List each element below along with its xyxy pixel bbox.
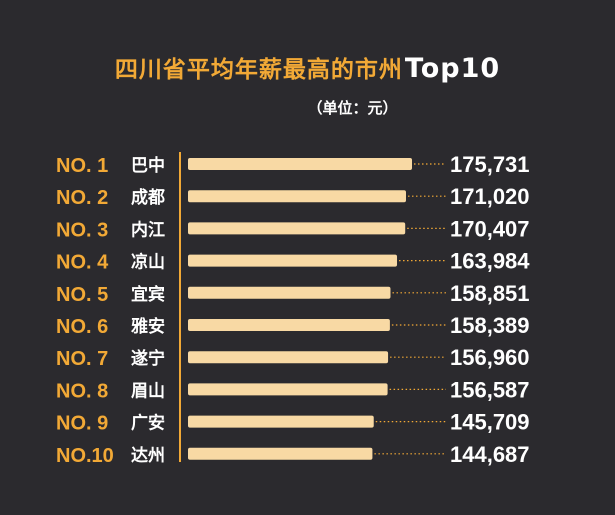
category-label: 宜宾 [131,284,165,305]
category-label: 巴中 [131,155,165,176]
bar [188,158,412,170]
unit-label: （单位：元） [307,99,398,117]
bar [188,254,398,267]
category-label: 雅安 [130,316,165,337]
category-label: 内江 [131,219,165,240]
bar [188,190,406,203]
rank-label: NO.10 [56,445,114,467]
bar [188,415,374,428]
value-label: 170,407 [450,216,530,241]
bar [188,383,388,396]
rank-label: NO. 9 [56,413,108,435]
rank-label: NO. 5 [56,284,108,306]
chart-title: 四川省平均年薪最高的市州Top10 [0,50,615,84]
category-label: 眉山 [131,381,165,401]
chart-title-main: 四川省平均年薪最高的市州 [114,57,403,83]
rank-label: NO. 4 [56,252,109,274]
rank-label: NO. 2 [56,187,108,209]
value-label: 156,587 [450,377,530,402]
value-label: 145,709 [450,410,530,435]
value-label: 175,731 [450,152,530,177]
bar [188,286,391,299]
rank-label: NO. 1 [56,155,108,177]
bar [188,351,389,364]
chart-title-suffix: Top10 [404,53,501,84]
bar [188,222,406,235]
value-label: 163,984 [450,249,530,274]
category-label: 遂宁 [131,348,165,369]
category-label: 成都 [131,187,165,208]
category-label: 凉山 [131,252,165,273]
value-label: 156,960 [450,345,530,370]
rank-label: NO. 7 [56,348,108,370]
rank-label: NO. 6 [56,316,108,338]
bar [188,447,373,460]
value-label: 158,851 [450,281,530,306]
bar [188,319,390,331]
rank-label: NO. 8 [56,380,108,402]
value-label: 158,389 [450,313,530,338]
value-label: 171,020 [450,184,530,209]
value-label: 144,687 [450,442,530,467]
category-label: 达州 [131,445,165,466]
rank-label: NO. 3 [56,219,108,241]
category-label: 广安 [131,413,165,434]
